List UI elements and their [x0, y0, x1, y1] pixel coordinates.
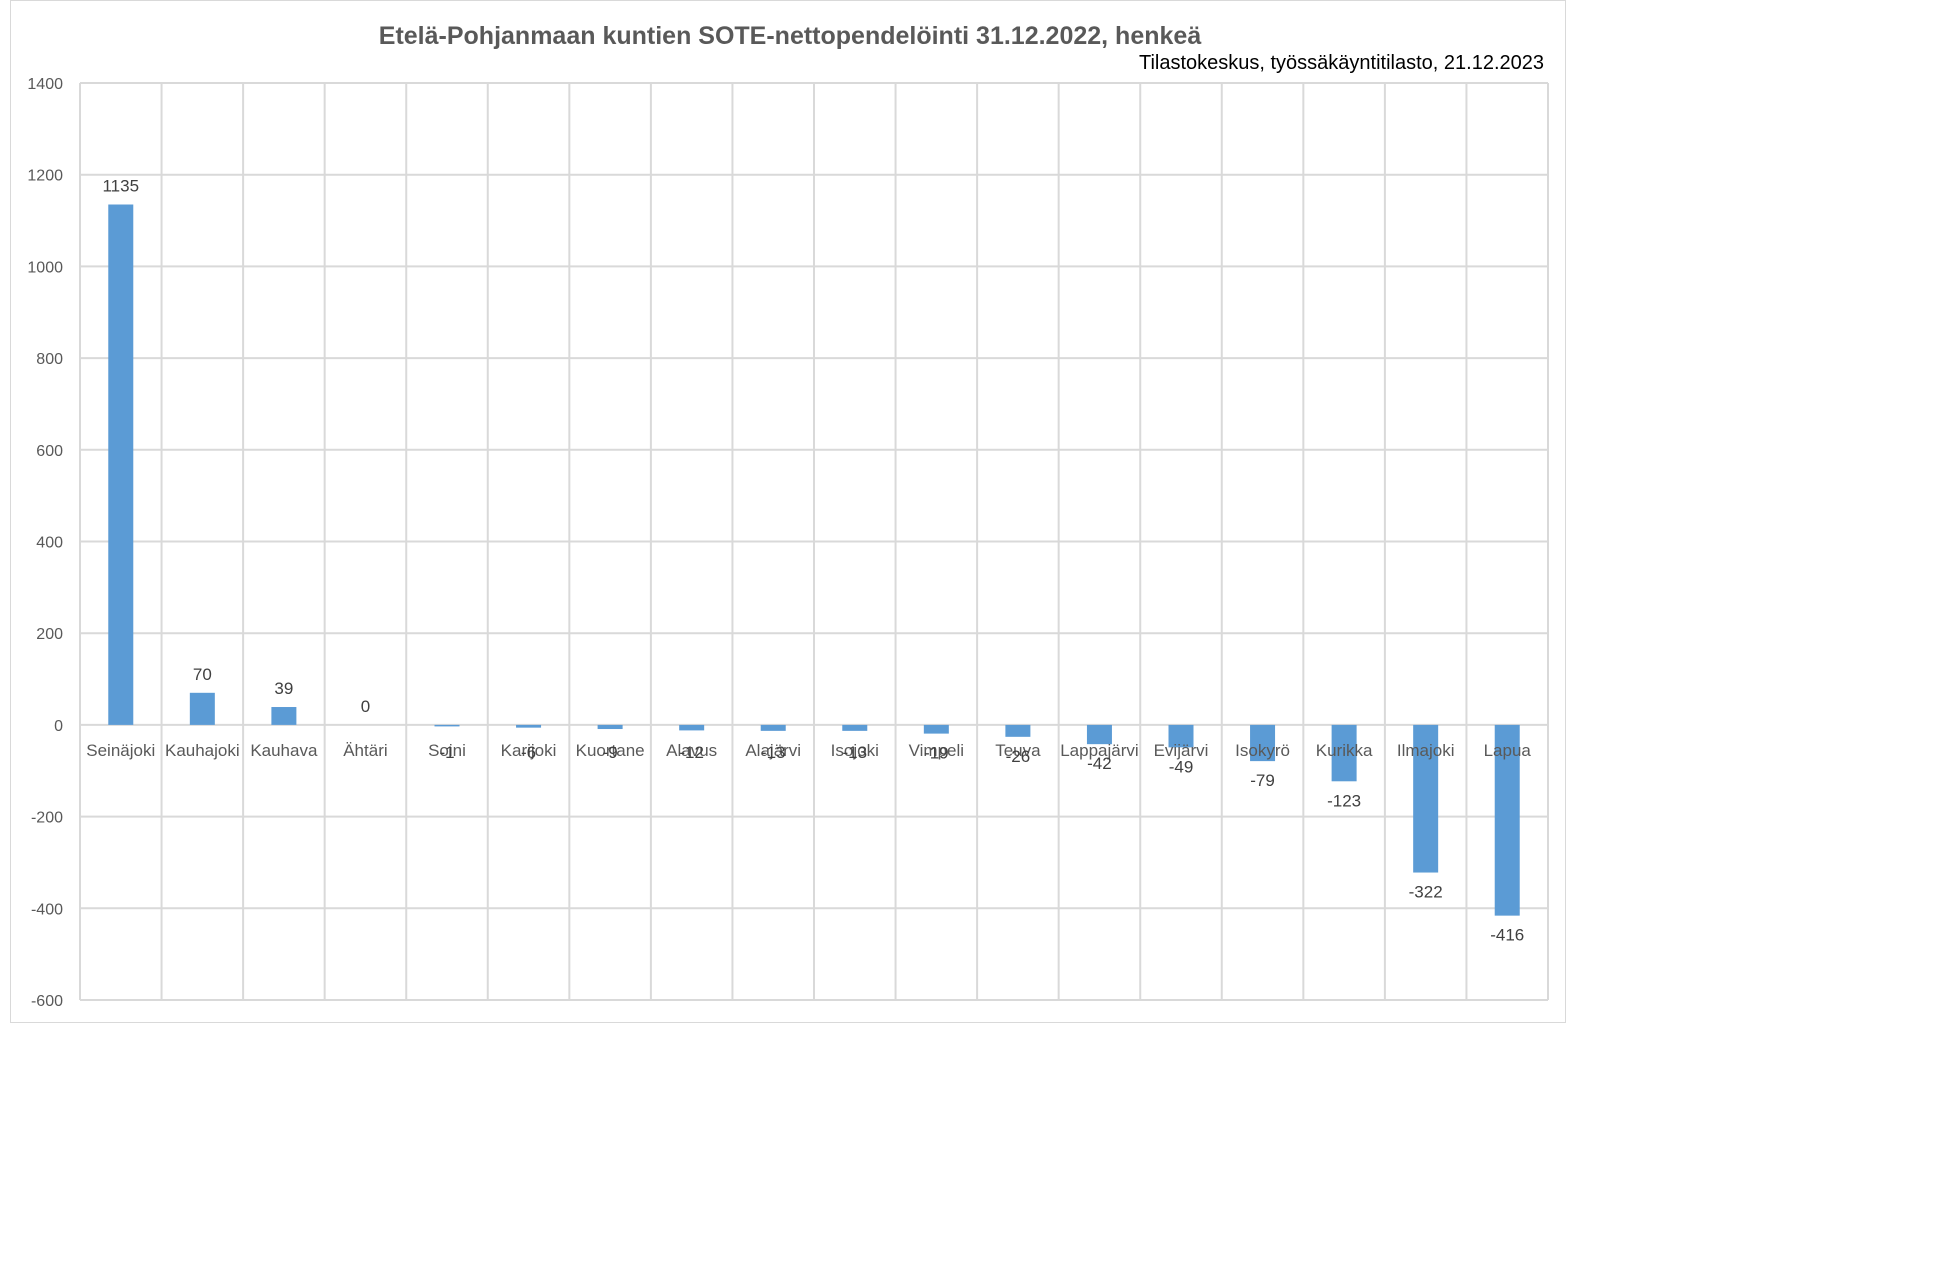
bars-layer	[108, 204, 1520, 916]
y-tick-label: -200	[31, 810, 63, 827]
data-label: -6	[521, 743, 536, 762]
bar-alavus	[679, 724, 705, 731]
bar-evijärvi	[1168, 724, 1194, 748]
x-category-label: Isokyrö	[1235, 741, 1290, 760]
y-tick-label: 1200	[27, 168, 63, 185]
x-category-label: Soini	[428, 741, 466, 760]
data-label: -42	[1087, 754, 1112, 773]
bar-alajärvi	[760, 724, 786, 731]
bar-kurikka	[1331, 724, 1357, 782]
data-label: -19	[924, 744, 949, 763]
x-category-label: Ähtäri	[343, 741, 387, 760]
x-category-label: Karijoki	[501, 741, 557, 760]
y-tick-label: 1400	[27, 76, 63, 93]
x-category-label: Lapua	[1484, 741, 1532, 760]
y-tick-label: -600	[31, 993, 63, 1010]
chart-subtitle: Tilastokeskus, työssäkäyntitilasto, 21.1…	[1138, 52, 1544, 74]
bar-lappajärvi	[1086, 724, 1112, 745]
x-category-label: Seinäjoki	[86, 741, 155, 760]
data-label: -1	[439, 743, 454, 762]
data-label: 1135	[102, 177, 139, 196]
data-label: 39	[274, 679, 293, 698]
y-tick-label: 800	[36, 351, 63, 368]
data-label: 70	[193, 665, 212, 684]
x-category-label: Isojoki	[831, 741, 879, 760]
x-category-label: Kuortane	[576, 741, 645, 760]
y-axis-ticks: 1400 1200 1000 800 600 400 200 0 -200 -400 -600	[27, 76, 63, 1010]
data-label: -9	[603, 743, 618, 762]
bar-teuva	[1005, 724, 1031, 737]
data-label: -26	[1006, 747, 1031, 766]
data-label: -123	[1327, 791, 1361, 810]
bar-vimpeli	[923, 724, 949, 734]
bar-seinäjoki	[108, 204, 134, 725]
data-label: -49	[1169, 757, 1194, 776]
y-tick-label: -400	[31, 901, 63, 918]
chart-title: Etelä-Pohjanmaan kuntien SOTE-nettopende…	[378, 22, 1202, 50]
y-tick-label: 600	[36, 443, 63, 460]
x-category-label: Kauhajoki	[165, 741, 240, 760]
bar-karijoki	[516, 724, 542, 728]
bar-soini	[434, 724, 460, 727]
chart-frame	[10, 0, 1566, 1023]
y-tick-label: 1000	[27, 259, 63, 276]
data-label: -79	[1250, 771, 1275, 790]
data-label: -322	[1409, 883, 1443, 902]
x-category-label: Alajärvi	[745, 741, 801, 760]
data-label: -12	[679, 743, 704, 762]
data-label: -416	[1490, 926, 1524, 945]
x-category-label: Teuva	[995, 741, 1041, 760]
bar-isojoki	[842, 724, 868, 731]
chart-plot: 1400 1200 1000 800 600 400 200 0 -200 -400 -600 Se…	[27, 76, 1549, 1010]
bar-kuortane	[597, 724, 623, 730]
y-tick-label: 400	[36, 535, 63, 552]
data-label: -13	[842, 743, 867, 762]
x-category-label: Kauhava	[250, 741, 318, 760]
x-category-label: Lappajärvi	[1060, 741, 1138, 760]
data-labels: 1135 70 39 0 -1 -6 -9 -12 -13 -13 -19 -26 -42 -49 -79 -…	[102, 177, 1524, 945]
x-axis-labels: Seinäjoki Kauhajoki Kauhava Ähtäri Soini Kari…	[86, 741, 1531, 760]
y-tick-label: 0	[54, 718, 63, 735]
x-category-label: Kurikka	[1316, 741, 1373, 760]
x-category-label: Vimpeli	[909, 741, 964, 760]
bar-kauhajoki	[189, 692, 215, 725]
bar-isokyrö	[1250, 724, 1276, 762]
data-label: -13	[761, 743, 786, 762]
bar-kauhava	[271, 707, 297, 725]
data-label: 0	[361, 697, 370, 716]
bar-lapua	[1494, 724, 1520, 916]
x-category-label: Alavus	[666, 741, 717, 760]
x-category-label: Ilmajoki	[1397, 741, 1455, 760]
bar-ilmajoki	[1413, 724, 1439, 873]
y-tick-label: 200	[36, 626, 63, 643]
x-category-label: Evijärvi	[1154, 741, 1209, 760]
grid-layer	[79, 82, 1549, 1001]
